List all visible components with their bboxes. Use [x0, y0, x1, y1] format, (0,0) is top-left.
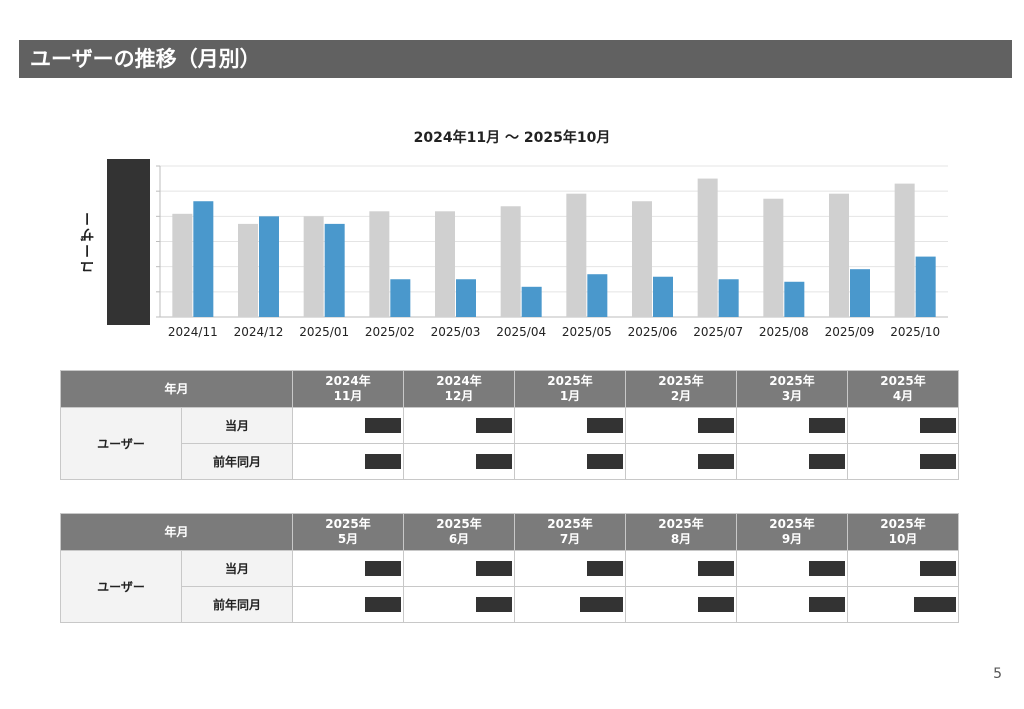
x-tick-label: 2025/01 — [299, 325, 349, 339]
bar-prior-year — [632, 201, 652, 317]
table-header-row: 年月 2025年 5月 2025年 6月 2025年 7月 2025年 8月 2025年… — [60, 513, 959, 551]
bar-prior-year — [303, 216, 324, 317]
column-header: 2024年 12月 — [403, 370, 515, 408]
x-tick-label: 2025/02 — [365, 325, 415, 339]
column-header: 2024年 11月 — [292, 370, 404, 408]
bar-current — [390, 279, 411, 317]
table-row: ユーザー 当月 — [60, 550, 959, 623]
column-header: 2025年 2月 — [625, 370, 737, 408]
column-header: 2025年 9月 — [736, 513, 848, 551]
page-title: ユーザーの推移（月別） — [19, 40, 1012, 78]
table-row: 前年同月 — [61, 443, 959, 480]
redacted-value — [625, 550, 737, 587]
table-row: 前年同月 — [61, 586, 959, 623]
redacted-value — [847, 586, 959, 623]
bar-prior-year — [238, 223, 258, 317]
x-tick-label: 2025/06 — [628, 325, 678, 339]
x-tick-label: 2024/12 — [234, 325, 284, 339]
redacted-value — [403, 550, 515, 587]
x-tick-label: 2024/11 — [168, 325, 218, 339]
row-label: 当月 — [181, 407, 293, 444]
column-header: 2025年 7月 — [514, 513, 626, 551]
redacted-value — [403, 586, 515, 623]
redacted-value — [514, 407, 626, 444]
bar-current — [259, 216, 279, 317]
table-header-row: 年月 2024年 11月 2024年 12月 2025年 1月 2025年 2月 202… — [60, 370, 959, 408]
row-group-label: ユーザー — [60, 407, 182, 480]
x-tick-label: 2025/05 — [562, 325, 612, 339]
bar-prior-year — [894, 183, 915, 317]
bar-prior-year — [369, 211, 390, 317]
bar-prior-year — [829, 193, 849, 317]
column-header: 2025年 1月 — [514, 370, 626, 408]
bar-current — [324, 223, 345, 317]
bar-current — [653, 276, 673, 317]
redacted-value — [514, 443, 626, 480]
bar-current — [521, 286, 542, 317]
column-header: 2025年 5月 — [292, 513, 404, 551]
table-corner-label: 年月 — [60, 370, 293, 408]
x-tick-label: 2025/07 — [693, 325, 743, 339]
redacted-value — [625, 586, 737, 623]
row-label: 前年同月 — [181, 586, 293, 623]
x-tick-label: 2025/04 — [496, 325, 546, 339]
redacted-value — [736, 550, 848, 587]
redacted-value — [514, 550, 626, 587]
bar-prior-year — [172, 213, 193, 317]
redacted-value — [292, 443, 404, 480]
row-group-label: ユーザー — [60, 550, 182, 623]
bar-prior-year — [697, 178, 718, 317]
redacted-axis-scale — [107, 159, 150, 325]
data-table-1: 年月 2024年 11月 2024年 12月 2025年 1月 2025年 2月 202… — [60, 370, 959, 480]
table-corner-label: 年月 — [60, 513, 293, 551]
redacted-value — [292, 550, 404, 587]
x-tick-label: 2025/09 — [825, 325, 875, 339]
redacted-value — [847, 443, 959, 480]
column-header: 2025年 10月 — [847, 513, 959, 551]
redacted-value — [625, 407, 737, 444]
redacted-value — [625, 443, 737, 480]
data-table-2: 年月 2025年 5月 2025年 6月 2025年 7月 2025年 8月 2025年… — [60, 513, 959, 623]
bar-current — [587, 274, 608, 317]
column-header: 2025年 3月 — [736, 370, 848, 408]
redacted-value — [736, 586, 848, 623]
redacted-value — [403, 443, 515, 480]
redacted-value — [847, 407, 959, 444]
row-label: 当月 — [181, 550, 293, 587]
redacted-value — [292, 407, 404, 444]
page-number: 5 — [993, 666, 1002, 682]
row-label: 前年同月 — [181, 443, 293, 480]
bar-chart: 2024/11 2024/12 2025/01 2025/02 2025/03 2025/… — [156, 165, 948, 339]
column-header: 2025年 4月 — [847, 370, 959, 408]
bar-current — [718, 279, 739, 317]
bar-prior-year — [500, 206, 521, 317]
redacted-value — [403, 407, 515, 444]
redacted-value — [514, 586, 626, 623]
bar-current — [915, 256, 936, 317]
redacted-value — [736, 407, 848, 444]
bar-prior-year — [763, 198, 784, 317]
bar-prior-year — [435, 211, 455, 317]
table-row: ユーザー 当月 — [60, 407, 959, 480]
bar-prior-year — [566, 193, 587, 317]
bar-current — [850, 269, 870, 317]
redacted-value — [847, 550, 959, 587]
column-header: 2025年 6月 — [403, 513, 515, 551]
bar-current — [784, 281, 805, 317]
x-tick-label: 2025/03 — [431, 325, 481, 339]
x-tick-label: 2025/10 — [890, 325, 940, 339]
chart-title: 2024年11月 ～ 2025年10月 — [413, 130, 611, 146]
redacted-value — [736, 443, 848, 480]
redacted-value — [292, 586, 404, 623]
bar-current — [193, 201, 214, 317]
bar-current — [456, 279, 476, 317]
column-header: 2025年 8月 — [625, 513, 737, 551]
x-tick-label: 2025/08 — [759, 325, 809, 339]
